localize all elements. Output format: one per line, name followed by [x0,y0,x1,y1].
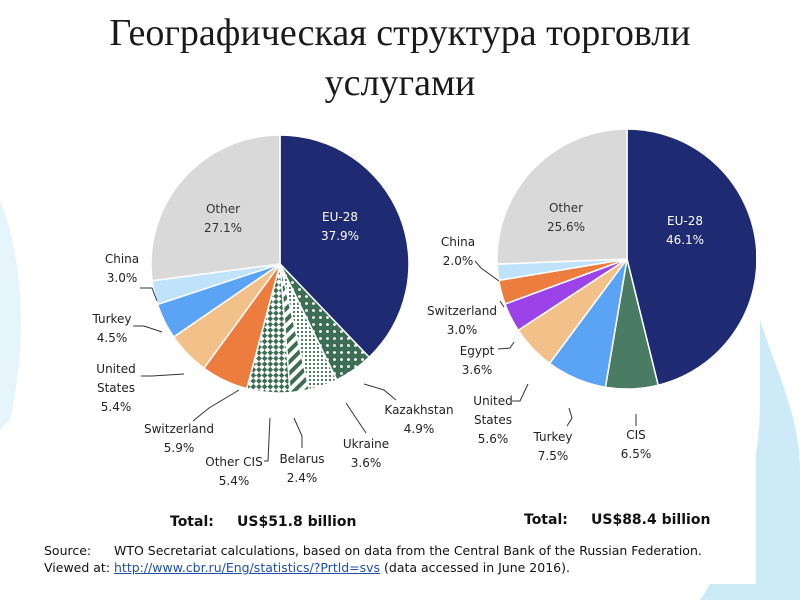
right-label-china-value: 2.0% [443,254,474,268]
left-leader-china [140,287,158,302]
left-label-ukraine-value: 3.6% [351,456,382,470]
left-label-other-cis-value: 5.4% [219,474,250,488]
viewed-label: Viewed at: [44,560,111,575]
slide-title-line2: услугами [324,62,476,104]
left-leader-kazakhstan [363,383,397,401]
left-label-switzerland-name: Switzerland [144,422,214,436]
chart-panel: EU-28 37.9% Other 27.1% China 3.0% Turkey 4.5% U… [44,118,756,584]
total-right-label: Total: [524,512,568,528]
total-right: Total: US$88.4 billion [524,512,710,528]
total-left: Total: US$51.8 billion [170,514,356,530]
total-right-value: US$88.4 billion [591,512,710,528]
left-leader-belarus [293,417,303,448]
decor-wave [700,320,800,600]
source-row: Source: WTO Secretariat calculations, ba… [44,542,756,559]
left-label-belarus-name: Belarus [279,452,324,466]
left-label-united-states-name: United [96,362,135,376]
right-label-eu-28-value: 46.1% [666,233,704,247]
right-label-egypt-value: 3.6% [462,363,493,377]
pie-chart-right [496,128,756,390]
pie-labels-left: EU-28 37.9% Other 27.1% China 3.0% Turkey 4.5% U… [91,202,453,488]
right-label-china-name: China [441,235,475,249]
left-label-china-name: China [105,252,139,266]
left-label-kazakhstan-value: 4.9% [404,422,435,436]
left-label-belarus-value: 2.4% [287,471,318,485]
source-label: Source: [44,543,92,558]
accessed-note: (data accessed in June 2016). [384,560,570,575]
left-label-switzerland-value: 5.9% [164,441,195,455]
left-label-united-states-value: 5.4% [101,400,132,414]
right-label-other-value: 25.6% [547,220,585,234]
right-label-eu-28-name: EU-28 [667,214,703,228]
source-text: WTO Secretariat calculations, based on d… [114,543,702,558]
left-slice-other [150,134,281,282]
left-label-turkey-value: 4.5% [97,331,128,345]
left-label-other-value: 27.1% [204,221,242,235]
slide-title: Географическая структура торговли услуга… [0,8,800,108]
left-label-china-value: 3.0% [107,271,138,285]
total-left-label: Total: [170,514,214,530]
viewed-row: Viewed at: http://www.cbr.ru/Eng/statist… [44,559,756,576]
right-label-turkey-name: Turkey [532,430,572,444]
pie-chart-left [150,134,410,394]
left-label-eu-28-value: 37.9% [321,229,359,243]
left-label-ukraine-name: Ukraine [343,437,389,451]
right-label-united-states-name: States [474,413,512,427]
right-slice-other [496,128,628,265]
right-leader-united-states [512,383,529,402]
right-leader-switzerland [499,300,505,308]
left-label-other-cis-name: Other CIS [205,455,262,469]
right-leader-turkey [566,407,573,427]
left-leader-other-cis [264,417,271,462]
left-label-eu-28-name: EU-28 [322,210,358,224]
left-label-other-name: Other [206,202,240,216]
left-slice-eu-28 [279,134,410,359]
source-link[interactable]: http://www.cbr.ru/Eng/statistics/?Prtld=… [114,560,381,575]
right-label-cis-name: CIS [626,428,646,442]
left-leader-turkey [133,325,163,333]
left-label-united-states-name: States [97,381,135,395]
right-label-united-states-value: 5.6% [478,432,509,446]
left-leader-united-states [141,373,185,377]
right-label-switzerland-name: Switzerland [427,304,497,318]
right-label-other-name: Other [549,201,583,215]
right-label-cis-value: 6.5% [621,447,652,461]
right-leader-china [474,260,500,282]
right-label-united-states-name: United [473,394,512,408]
right-label-egypt-name: Egypt [460,344,495,358]
right-leader-egypt [497,341,515,350]
pie-labels-right: EU-28 46.1% Other 25.6% China 2.0% Switzerland… [427,201,704,463]
right-label-switzerland-value: 3.0% [447,323,478,337]
left-leader-switzerland [192,389,240,422]
slide-title-line1: Географическая структура торговли [109,12,691,54]
left-label-turkey-name: Turkey [91,312,131,326]
pie-charts: EU-28 37.9% Other 27.1% China 3.0% Turkey 4.5% U… [91,128,756,530]
right-label-turkey-value: 7.5% [538,449,569,463]
accessed-text: (data accessed in June 2016). [380,559,570,576]
left-label-kazakhstan-name: Kazakhstan [384,403,453,417]
right-slice-eu-28 [626,128,756,387]
decor-wave [0,200,21,430]
left-leader-ukraine [345,402,367,434]
source-note: Source: WTO Secretariat calculations, ba… [44,542,756,576]
total-left-value: US$51.8 billion [237,514,356,530]
